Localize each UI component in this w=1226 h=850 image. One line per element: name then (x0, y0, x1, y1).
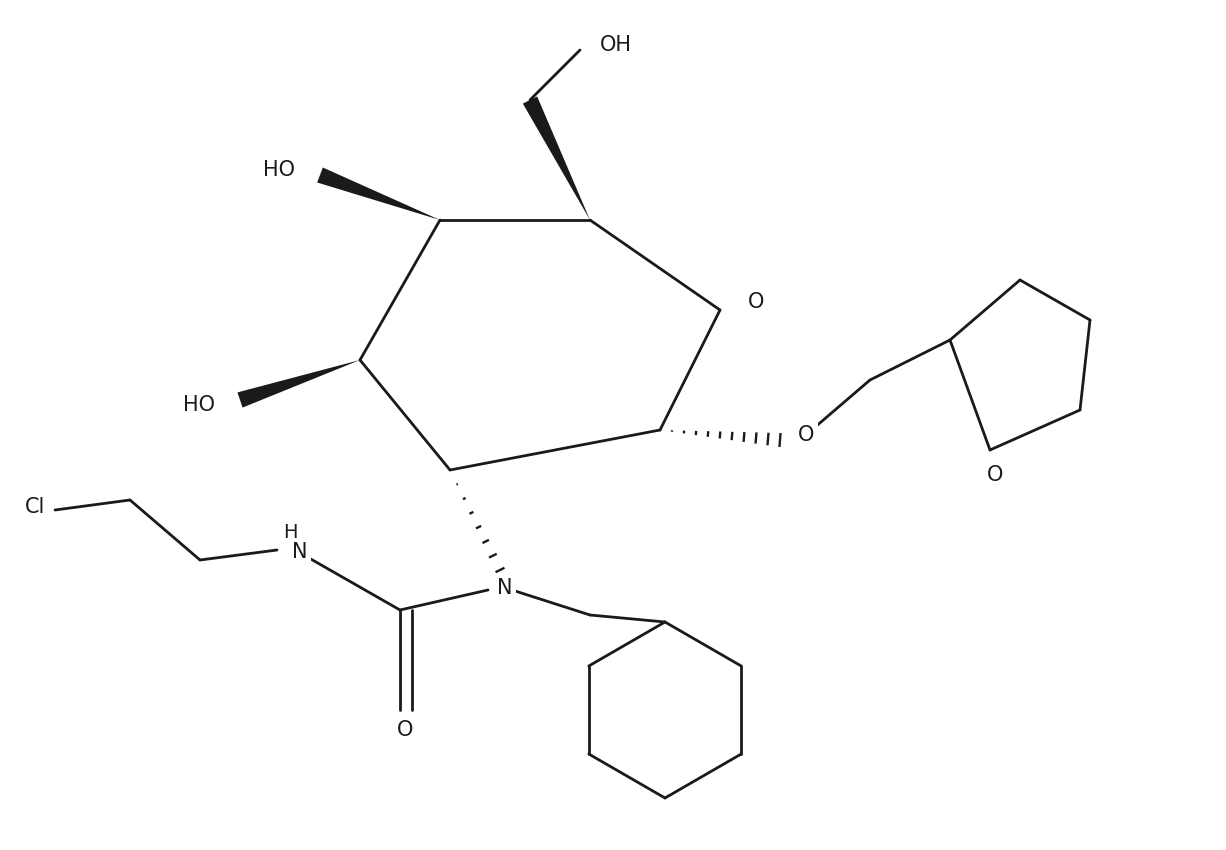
Polygon shape (238, 360, 360, 408)
Text: O: O (397, 720, 413, 740)
Text: HO: HO (183, 395, 215, 415)
Polygon shape (318, 167, 440, 220)
Text: H: H (283, 523, 297, 541)
Text: O: O (748, 292, 764, 312)
Text: N: N (292, 542, 308, 562)
Text: Cl: Cl (25, 497, 45, 517)
Text: N: N (498, 578, 512, 598)
Text: OH: OH (600, 35, 631, 55)
Text: HO: HO (264, 160, 295, 180)
Text: O: O (798, 425, 814, 445)
Text: O: O (987, 465, 1003, 485)
Polygon shape (522, 96, 590, 220)
